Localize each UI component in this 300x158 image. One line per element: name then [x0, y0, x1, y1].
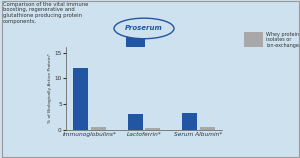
Text: Whey protein
isolates or
ion-exchange.: Whey protein isolates or ion-exchange. [266, 32, 300, 48]
Bar [145, 128, 160, 130]
Y-axis label: % of Biologically Active Protein*: % of Biologically Active Protein* [48, 53, 52, 124]
Bar [200, 127, 215, 130]
Bar [182, 113, 197, 130]
Bar [91, 127, 106, 130]
Text: Comparison of the vital immune
boosting, regenerative and
glutathione producing : Comparison of the vital immune boosting,… [3, 2, 88, 24]
Bar [128, 114, 143, 130]
Text: Proserum: Proserum [125, 25, 163, 31]
Bar [73, 68, 88, 130]
